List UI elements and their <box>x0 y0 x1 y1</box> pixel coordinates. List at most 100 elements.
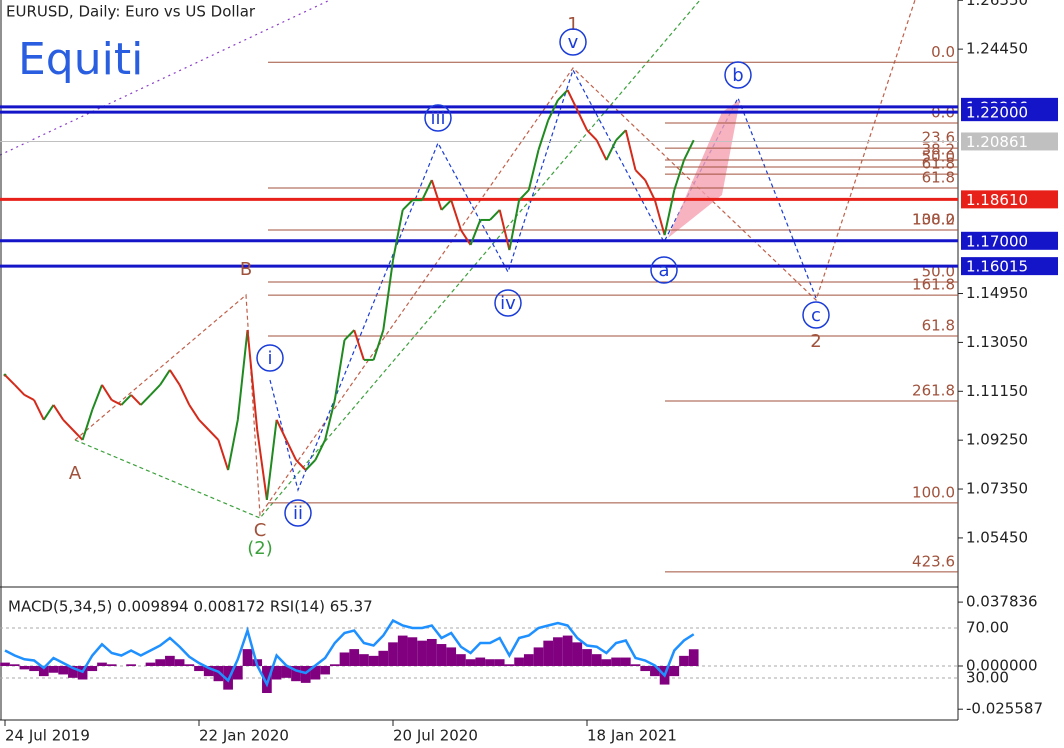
price-segment <box>653 199 666 236</box>
macd-bar <box>29 665 39 672</box>
macd-bar <box>359 654 369 666</box>
macd-bar <box>630 664 641 666</box>
price-segment <box>421 179 433 201</box>
macd-bar <box>9 664 20 666</box>
macd-bar <box>601 659 612 666</box>
price-segment <box>440 199 452 211</box>
price-segment <box>605 139 617 161</box>
price-segment <box>430 179 443 211</box>
macd-bar <box>485 659 495 666</box>
fib-label: 423.6 <box>912 552 955 570</box>
wave-label: C <box>254 520 267 541</box>
price-segment <box>149 384 161 396</box>
target-zone <box>668 100 740 238</box>
indicator-title: MACD(5,34,5) 0.009894 0.008172 RSI(14) 6… <box>8 598 373 616</box>
macd-bar <box>165 655 175 666</box>
macd-bar <box>523 654 534 666</box>
y-tick-label: 1.05450 <box>966 528 1028 546</box>
wave-label: 2 <box>810 331 821 352</box>
level-label: 1.17000 <box>966 232 1028 250</box>
price-segment <box>227 419 239 471</box>
watermark: Equiti <box>18 34 143 85</box>
macd-bar <box>291 665 301 682</box>
macd-bar <box>349 649 360 666</box>
level-label: 1.16015 <box>966 258 1028 276</box>
price-segment <box>275 419 288 441</box>
macd-bar <box>417 640 427 666</box>
macd-bar <box>145 662 156 666</box>
wave-label: (2) <box>247 538 273 559</box>
fib-label: 23.6 <box>922 129 955 147</box>
macd-bar <box>184 664 195 666</box>
price-segment <box>673 159 685 191</box>
price-segment <box>392 209 404 261</box>
price-segment <box>33 399 45 421</box>
rsi-tick-label: 70.00 <box>966 619 1009 637</box>
wave-label: A <box>69 463 82 484</box>
macd-bar <box>407 637 418 666</box>
macd-bar <box>106 664 117 666</box>
macd-bar <box>126 664 136 666</box>
fib-label: 61.8 <box>922 169 955 187</box>
macd-bar <box>38 665 49 677</box>
level-label: 1.18610 <box>966 191 1028 209</box>
macd-bar <box>543 640 554 666</box>
wave-circle <box>802 301 830 329</box>
wave-circle <box>559 28 587 56</box>
price-segment <box>615 129 627 141</box>
wave-label: ii <box>293 503 303 524</box>
macd-bar <box>562 635 573 666</box>
macd-bar <box>436 644 447 666</box>
price-segment <box>62 419 74 431</box>
price-segment <box>246 329 259 430</box>
macd-bar <box>329 664 340 666</box>
y-tick-label: 0.037836 <box>966 593 1038 611</box>
price-segment <box>508 199 521 251</box>
macd-bar <box>232 665 243 680</box>
price-segment <box>498 209 511 251</box>
macd-bar <box>87 665 98 672</box>
price-segment <box>518 189 530 201</box>
x-tick-label: 20 Jul 2020 <box>393 727 478 745</box>
macd-bar <box>262 665 272 694</box>
macd-bar <box>456 654 466 666</box>
level-box <box>961 190 1058 209</box>
price-segment <box>314 439 327 461</box>
price-segment <box>382 259 394 331</box>
macd-bar <box>19 665 30 670</box>
wave-label: a <box>658 260 669 281</box>
macd-bar <box>194 665 204 672</box>
macd-bar <box>669 665 680 677</box>
level-box <box>961 103 1058 122</box>
price-segment <box>460 229 472 246</box>
fib-label: 261.8 <box>912 382 955 400</box>
level-label: 1.20861 <box>966 133 1028 151</box>
price-segment <box>91 384 103 411</box>
macd-bar <box>572 642 583 666</box>
wave-label: B <box>240 259 252 280</box>
macd-bar <box>494 659 505 666</box>
price-segment <box>450 199 462 231</box>
price-segment <box>81 409 94 441</box>
price-segment <box>169 369 181 386</box>
macd-bar <box>368 655 379 666</box>
price-segment <box>178 384 191 406</box>
price-segment <box>586 129 598 141</box>
wave-circle <box>424 104 452 132</box>
level-box <box>961 132 1058 151</box>
level-box <box>961 231 1058 250</box>
fib-label: 61.8 <box>922 316 955 334</box>
price-segment <box>576 109 588 131</box>
macd-bar <box>640 665 651 672</box>
macd-bar <box>339 652 350 666</box>
green-wave <box>74 0 701 519</box>
macd-bar <box>213 665 224 682</box>
macd-bar <box>242 649 253 666</box>
macd-bar <box>611 657 621 666</box>
wave-circle <box>724 61 752 89</box>
wave-circle <box>494 289 522 317</box>
price-segment <box>207 429 220 441</box>
macd-bar <box>397 635 408 666</box>
wave-circle <box>284 499 312 527</box>
